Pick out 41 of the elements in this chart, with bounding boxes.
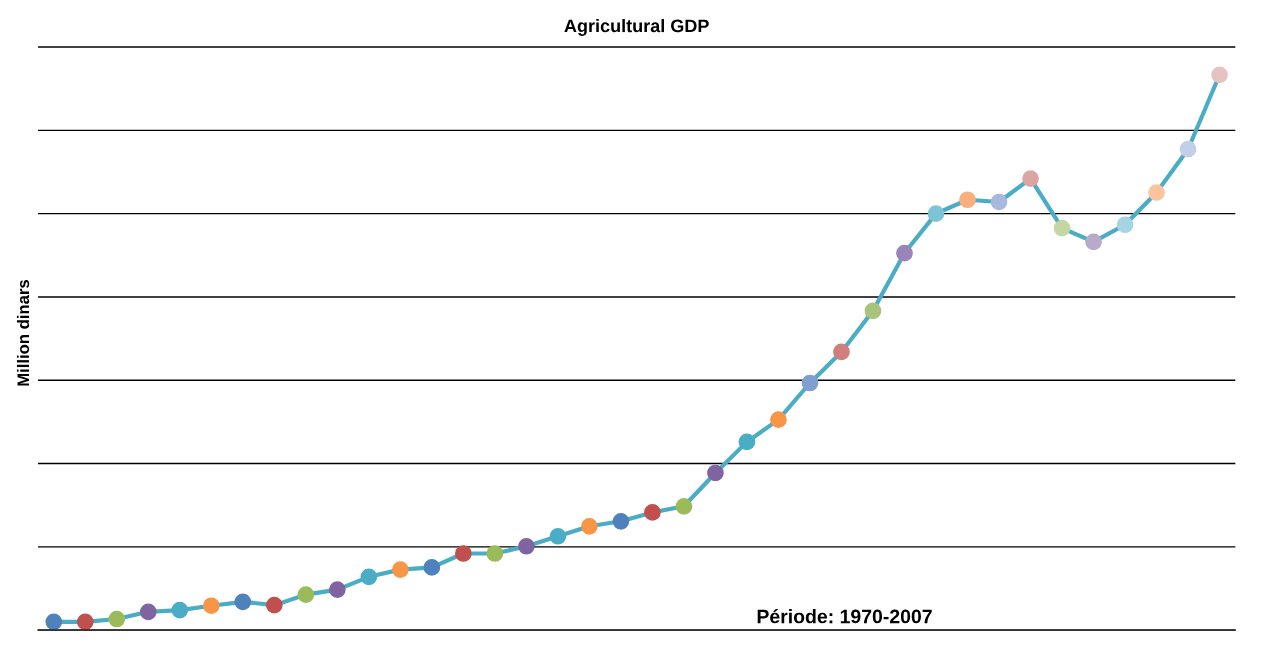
- point: [455, 545, 472, 562]
- point: [1148, 184, 1165, 201]
- point: [1085, 233, 1102, 251]
- point: [108, 610, 126, 628]
- point: [801, 374, 819, 392]
- point: [1179, 140, 1197, 158]
- point: [518, 537, 535, 555]
- point: [864, 302, 882, 320]
- point: [423, 559, 441, 576]
- point: [234, 593, 252, 611]
- point: [329, 581, 346, 598]
- point: [833, 343, 850, 361]
- point: [612, 512, 630, 530]
- point: [959, 191, 976, 209]
- chart-title: Agricultural GDP: [564, 19, 709, 36]
- point: [707, 464, 724, 482]
- point: [392, 561, 409, 578]
- point: [644, 504, 661, 521]
- point: [45, 613, 63, 631]
- point: [202, 597, 220, 615]
- point: [1116, 216, 1134, 234]
- point: [581, 517, 598, 535]
- point: [297, 586, 315, 603]
- point: [486, 545, 504, 562]
- point: [738, 433, 756, 451]
- point: [171, 601, 189, 619]
- point: [139, 603, 157, 621]
- annotation: Période: 1970-2007: [757, 608, 932, 624]
- point: [896, 244, 913, 262]
- point: [360, 568, 378, 586]
- point: [990, 193, 1008, 211]
- point: [549, 527, 567, 545]
- point: [1053, 219, 1071, 237]
- point: [770, 411, 787, 428]
- point: [76, 613, 94, 631]
- point: [675, 497, 693, 515]
- point: [1211, 66, 1228, 84]
- point: [1022, 170, 1039, 187]
- point: [265, 596, 283, 614]
- point: [927, 205, 945, 222]
- y-axis-title: Million dinars: [16, 280, 30, 386]
